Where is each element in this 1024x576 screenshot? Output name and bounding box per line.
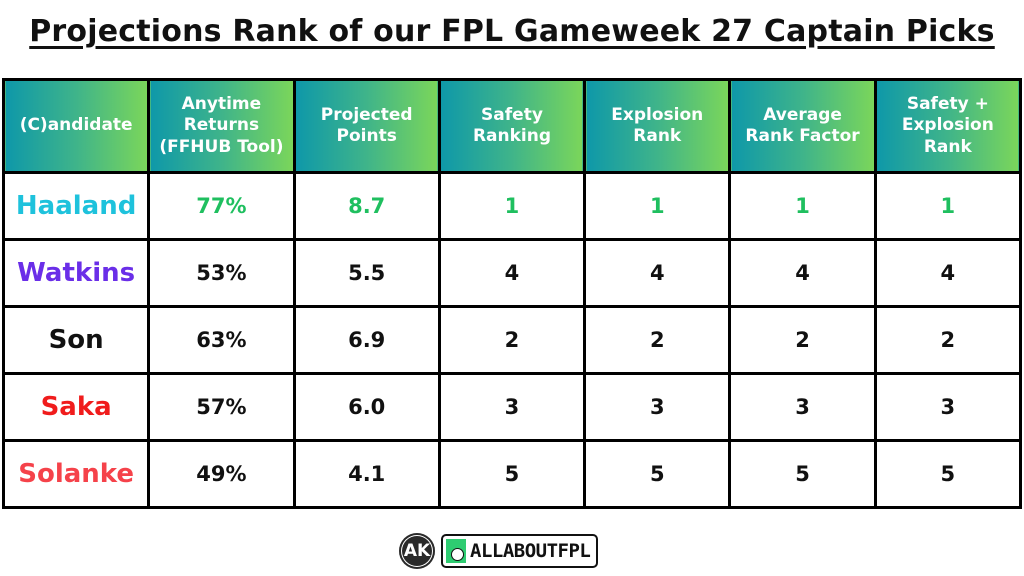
table-row: Son 63% 6.9 2 2 2 2 bbox=[1, 305, 1023, 375]
average-rank-factor-cell: 3 bbox=[728, 372, 877, 442]
projected-points-cell: 8.7 bbox=[292, 171, 441, 241]
safety-explosion-rank-cell: 5 bbox=[873, 439, 1023, 509]
explosion-rank-cell: 3 bbox=[583, 372, 732, 442]
header-label-line: Points bbox=[336, 126, 397, 146]
header-label-line: Average bbox=[763, 104, 842, 125]
explosion-rank-cell: 5 bbox=[583, 439, 732, 509]
anytime-returns-cell: 63% bbox=[147, 305, 296, 375]
header-label-line: (C)andidate bbox=[19, 115, 133, 136]
projected-points-cell: 6.0 bbox=[292, 372, 441, 442]
candidate-name: Haaland bbox=[1, 171, 151, 241]
captain-picks-table: (C)andidate Anytime Returns (FFHUB Tool) Pro… bbox=[1, 78, 1023, 509]
table-row: Saka 57% 6.0 3 3 3 3 bbox=[1, 372, 1023, 442]
header-label-line: Safety + bbox=[906, 94, 989, 115]
average-rank-factor-cell: 2 bbox=[728, 305, 877, 375]
explosion-rank-cell: 1 bbox=[583, 171, 732, 241]
safety-explosion-rank-cell: 1 bbox=[873, 171, 1023, 241]
header-projected-points: Projected Points bbox=[292, 78, 441, 174]
table-row: Haaland 77% 8.7 1 1 1 1 bbox=[1, 171, 1023, 241]
page-title: Projections Rank of our FPL Gameweek 27 … bbox=[29, 14, 995, 49]
header-label-line: Ranking bbox=[472, 126, 552, 146]
header-label-line: Rank bbox=[633, 126, 682, 146]
safety-explosion-rank-cell: 2 bbox=[873, 305, 1023, 375]
explosion-rank-cell: 4 bbox=[583, 238, 732, 308]
table-row: Watkins 53% 5.5 4 4 4 4 bbox=[1, 238, 1023, 308]
header-candidate: (C)andidate bbox=[1, 78, 151, 174]
header-label-line: Explosion bbox=[901, 115, 994, 136]
header-average-rank-factor: Average Rank Factor bbox=[728, 78, 877, 174]
anytime-returns-cell: 57% bbox=[147, 372, 296, 442]
header-label-line: Explosion bbox=[611, 104, 704, 125]
candidate-name: Solanke bbox=[1, 439, 151, 509]
header-row: (C)andidate Anytime Returns (FFHUB Tool) Pro… bbox=[1, 78, 1023, 174]
anytime-returns-cell: 53% bbox=[147, 238, 296, 308]
header-label-line: Safety bbox=[481, 104, 543, 125]
header-explosion-rank: Explosion Rank bbox=[583, 78, 732, 174]
safety-explosion-rank-cell: 4 bbox=[873, 238, 1023, 308]
anytime-returns-cell: 77% bbox=[147, 171, 296, 241]
footer-logos: AK ALLABOUTFPL bbox=[399, 532, 599, 570]
projected-points-cell: 6.9 bbox=[292, 305, 441, 375]
brand-name: ALLABOUTFPL bbox=[470, 540, 591, 562]
average-rank-factor-cell: 1 bbox=[728, 171, 877, 241]
header-label-line: Rank bbox=[923, 136, 972, 157]
header-label-line: Anytime bbox=[181, 94, 262, 115]
average-rank-factor-cell: 4 bbox=[728, 238, 877, 308]
projected-points-cell: 4.1 bbox=[292, 439, 441, 509]
header-safety-explosion-rank: Safety + Explosion Rank bbox=[873, 78, 1023, 174]
safety-ranking-cell: 4 bbox=[437, 238, 587, 308]
allaboutfpl-logo: ALLABOUTFPL bbox=[441, 534, 599, 568]
explosion-rank-cell: 2 bbox=[583, 305, 732, 375]
header-label-line: Returns bbox=[183, 115, 260, 136]
header-label-line: Rank Factor bbox=[745, 126, 860, 146]
football-boot-icon bbox=[446, 539, 466, 563]
safety-ranking-cell: 5 bbox=[437, 439, 587, 509]
table-body: Haaland 77% 8.7 1 1 1 1 Watkins 53% 5.5 4 4 4 4 Son 63%… bbox=[1, 171, 1023, 509]
safety-ranking-cell: 2 bbox=[437, 305, 587, 375]
header-label-line: (FFHUB Tool) bbox=[159, 136, 284, 157]
candidate-name: Son bbox=[1, 305, 151, 375]
header-label-line: Projected bbox=[320, 104, 413, 125]
header-anytime-returns: Anytime Returns (FFHUB Tool) bbox=[147, 78, 296, 174]
anytime-returns-cell: 49% bbox=[147, 439, 296, 509]
candidate-name: Watkins bbox=[1, 238, 151, 308]
safety-explosion-rank-cell: 3 bbox=[873, 372, 1023, 442]
safety-ranking-cell: 1 bbox=[437, 171, 587, 241]
candidate-name: Saka bbox=[1, 372, 151, 442]
ak-logo-icon: AK bbox=[399, 533, 435, 569]
projected-points-cell: 5.5 bbox=[292, 238, 441, 308]
header-safety-ranking: Safety Ranking bbox=[437, 78, 587, 174]
table-row: Solanke 49% 4.1 5 5 5 5 bbox=[1, 439, 1023, 509]
average-rank-factor-cell: 5 bbox=[728, 439, 877, 509]
safety-ranking-cell: 3 bbox=[437, 372, 587, 442]
